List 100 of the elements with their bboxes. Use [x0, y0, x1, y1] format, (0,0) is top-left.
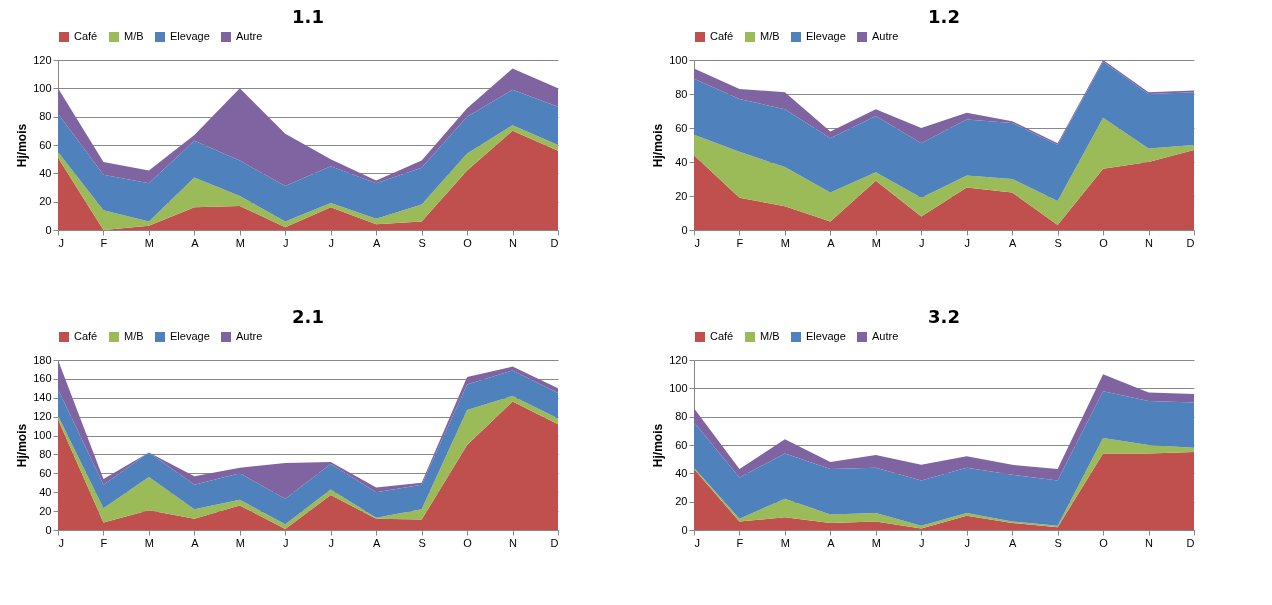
legend-label: Elevage	[806, 30, 846, 42]
y-tick-label: 120	[669, 353, 688, 366]
x-tick-label: N	[1145, 536, 1154, 549]
y-tick-label: 80	[675, 87, 688, 100]
legend-label: M/B	[760, 30, 780, 42]
x-tick-label: F	[736, 236, 744, 249]
x-tick-label: J	[919, 236, 925, 249]
y-tick-label: 160	[33, 372, 52, 385]
y-tick-label: 0	[45, 223, 52, 236]
y-tick-label: 140	[33, 391, 52, 404]
x-tick-label: D	[1186, 236, 1195, 249]
x-tick-label: J	[964, 536, 970, 549]
y-tick-label: 120	[33, 53, 52, 66]
x-tick-label: J	[694, 536, 700, 549]
x-tick-label: N	[509, 236, 518, 249]
legend-label: Elevage	[806, 330, 846, 342]
x-tick-label: M	[871, 236, 881, 249]
y-tick-label: 80	[675, 410, 688, 423]
legend-label: M/B	[760, 330, 780, 342]
y-tick-label: 0	[45, 523, 52, 536]
chart-title: 2.1	[292, 306, 324, 327]
x-tick-label: M	[780, 536, 790, 549]
legend-label: Café	[710, 30, 734, 42]
legend-label: Café	[74, 330, 98, 342]
x-tick-label: A	[191, 536, 200, 549]
y-tick-label: 40	[39, 166, 52, 179]
x-tick-label: S	[1054, 536, 1062, 549]
y-axis-title: Hj/mois	[15, 123, 30, 168]
x-tick-label: M	[144, 536, 154, 549]
y-tick-label: 40	[39, 485, 52, 498]
x-tick-label: J	[328, 536, 334, 549]
x-tick-label: M	[144, 236, 154, 249]
y-tick-label: 0	[681, 523, 688, 536]
x-tick-label: F	[100, 236, 108, 249]
y-tick-label: 20	[39, 195, 52, 208]
x-tick-label: J	[964, 236, 970, 249]
x-tick-label: J	[694, 236, 700, 249]
y-tick-label: 100	[33, 429, 52, 442]
y-tick-label: 40	[675, 155, 688, 168]
x-tick-label: M	[235, 536, 245, 549]
chart-title: 1.1	[292, 6, 324, 27]
x-tick-label: A	[191, 236, 200, 249]
x-tick-label: O	[463, 236, 473, 249]
chart-title: 3.2	[928, 306, 960, 327]
x-tick-label: O	[1099, 236, 1109, 249]
y-tick-label: 60	[675, 121, 688, 134]
legend-label: Autre	[872, 330, 899, 342]
y-tick-label: 80	[39, 110, 52, 123]
legend-label: Autre	[872, 30, 899, 42]
x-tick-label: F	[736, 536, 744, 549]
x-tick-label: J	[58, 236, 64, 249]
y-axis-title: Hj/mois	[651, 123, 666, 168]
y-tick-label: 80	[39, 447, 52, 460]
x-tick-label: M	[871, 536, 881, 549]
x-tick-label: N	[509, 536, 518, 549]
legend-label: M/B	[124, 330, 144, 342]
x-tick-label: A	[373, 236, 382, 249]
chart-title: 1.2	[928, 6, 960, 27]
y-tick-label: 0	[681, 223, 688, 236]
y-tick-label: 60	[39, 466, 52, 479]
legend-label: Café	[74, 30, 98, 42]
x-tick-label: J	[919, 536, 925, 549]
x-tick-label: J	[283, 536, 289, 549]
y-tick-label: 60	[675, 438, 688, 451]
x-tick-label: F	[100, 536, 108, 549]
x-tick-label: M	[235, 236, 245, 249]
legend-label: Elevage	[170, 330, 210, 342]
x-tick-label: O	[463, 536, 473, 549]
y-tick-label: 120	[33, 410, 52, 423]
x-tick-label: A	[827, 536, 836, 549]
y-tick-label: 20	[675, 495, 688, 508]
x-tick-label: D	[1186, 536, 1195, 549]
x-tick-label: A	[1009, 536, 1018, 549]
legend-label: Café	[710, 330, 734, 342]
x-tick-label: J	[58, 536, 64, 549]
x-tick-label: A	[1009, 236, 1018, 249]
y-tick-label: 100	[669, 53, 688, 66]
x-tick-label: J	[283, 236, 289, 249]
y-tick-label: 60	[39, 138, 52, 151]
y-axis-title: Hj/mois	[651, 423, 666, 468]
x-tick-label: S	[418, 236, 426, 249]
x-tick-label: A	[373, 536, 382, 549]
y-tick-label: 20	[39, 504, 52, 517]
y-tick-label: 20	[675, 189, 688, 202]
y-tick-label: 100	[669, 381, 688, 394]
x-tick-label: O	[1099, 536, 1109, 549]
legend-label: Autre	[236, 30, 263, 42]
x-tick-label: J	[328, 236, 334, 249]
x-tick-label: D	[550, 236, 559, 249]
legend-label: Elevage	[170, 30, 210, 42]
y-tick-label: 100	[33, 81, 52, 94]
y-tick-label: 40	[675, 466, 688, 479]
x-tick-label: M	[780, 236, 790, 249]
legend-label: Autre	[236, 330, 263, 342]
y-tick-label: 180	[33, 353, 52, 366]
x-tick-label: A	[827, 236, 836, 249]
x-tick-label: N	[1145, 236, 1154, 249]
x-tick-label: D	[550, 536, 559, 549]
x-tick-label: S	[1054, 236, 1062, 249]
legend-label: M/B	[124, 30, 144, 42]
